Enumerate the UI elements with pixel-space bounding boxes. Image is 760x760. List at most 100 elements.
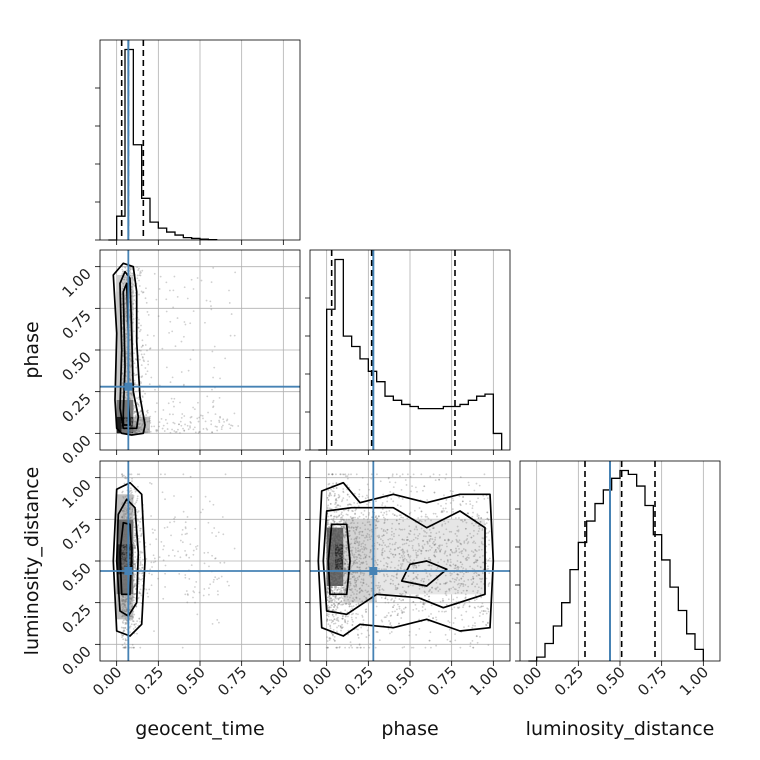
sample-point (351, 549, 354, 552)
sample-point (139, 358, 141, 361)
sample-point (334, 568, 337, 571)
sample-point (327, 523, 330, 526)
sample-point (123, 526, 126, 529)
sample-point (121, 428, 124, 431)
sample-point (381, 551, 384, 554)
sample-point (435, 616, 437, 619)
sample-point (340, 516, 342, 519)
sample-point (358, 533, 361, 535)
sample-point (125, 530, 128, 533)
sample-point (325, 544, 328, 547)
sample-point (424, 594, 426, 597)
sample-point (124, 586, 126, 589)
sample-point (339, 567, 342, 570)
sample-point (335, 601, 338, 604)
sample-point (130, 473, 133, 476)
sample-point (334, 582, 336, 584)
sample-point (146, 334, 149, 337)
sample-point (134, 567, 137, 569)
sample-point (472, 616, 474, 619)
sample-point (122, 598, 125, 601)
sample-point (331, 599, 334, 601)
sample-point (326, 579, 329, 582)
sample-point (138, 322, 140, 325)
sample-point (352, 517, 354, 519)
sample-point (124, 544, 126, 547)
sample-point (141, 572, 144, 574)
sample-point (140, 412, 143, 414)
sample-point (131, 415, 134, 417)
sample-point (329, 580, 332, 582)
sample-point (400, 554, 403, 557)
sample-point (476, 515, 479, 517)
sample-point (129, 358, 132, 361)
sample-point (123, 646, 126, 649)
sample-point (390, 631, 393, 633)
sample-point (339, 556, 341, 559)
sample-point (124, 428, 127, 431)
sample-point (477, 497, 479, 500)
sample-point (164, 572, 166, 575)
sample-point (453, 567, 456, 570)
sample-point (124, 396, 127, 399)
sample-point (121, 516, 124, 519)
sample-point (376, 473, 378, 476)
sample-point (369, 524, 372, 526)
sample-point (141, 574, 144, 577)
sample-point (445, 604, 448, 606)
sample-point (358, 531, 361, 534)
sample-point (133, 585, 136, 588)
sample-point (124, 621, 127, 624)
sample-point (214, 425, 217, 428)
sample-point (479, 611, 482, 614)
sample-point (412, 578, 415, 581)
sample-point (135, 501, 138, 504)
sample-point (133, 567, 136, 569)
sample-point (122, 509, 125, 512)
sample-point (354, 540, 357, 543)
sample-point (220, 575, 223, 578)
sample-point (473, 561, 476, 564)
sample-point (354, 542, 357, 545)
sample-point (148, 420, 151, 423)
sample-point (124, 418, 127, 421)
sample-point (122, 578, 124, 581)
sample-point (385, 510, 388, 513)
sample-point (451, 573, 453, 575)
sample-point (212, 267, 215, 269)
sample-point (130, 489, 133, 492)
sample-point (361, 590, 364, 593)
sample-point (459, 542, 462, 545)
sample-point (334, 574, 336, 577)
sample-point (337, 496, 340, 499)
sample-point (336, 626, 338, 629)
sample-point (329, 553, 332, 556)
sample-point (132, 586, 135, 589)
sample-point (361, 561, 364, 564)
sample-point (133, 405, 136, 407)
sample-point (422, 547, 424, 550)
sample-point (450, 587, 453, 590)
sample-point (123, 604, 126, 606)
sample-point (130, 419, 133, 422)
sample-point (186, 593, 189, 595)
sample-point (391, 598, 393, 600)
sample-point (331, 590, 334, 592)
sample-point (173, 422, 176, 425)
sample-point (153, 630, 155, 632)
sample-point (352, 560, 355, 563)
sample-point (424, 513, 427, 516)
sample-point (177, 428, 179, 431)
sample-point (411, 547, 414, 549)
sample-point (124, 604, 126, 607)
sample-point (123, 642, 126, 645)
sample-point (124, 426, 127, 428)
sample-point (337, 586, 340, 589)
sample-point (135, 415, 137, 418)
sample-point (128, 314, 131, 317)
sample-point (440, 511, 443, 514)
sample-point (339, 578, 342, 581)
sample-point (347, 509, 350, 512)
sample-point (445, 594, 448, 597)
sample-point (209, 583, 212, 586)
